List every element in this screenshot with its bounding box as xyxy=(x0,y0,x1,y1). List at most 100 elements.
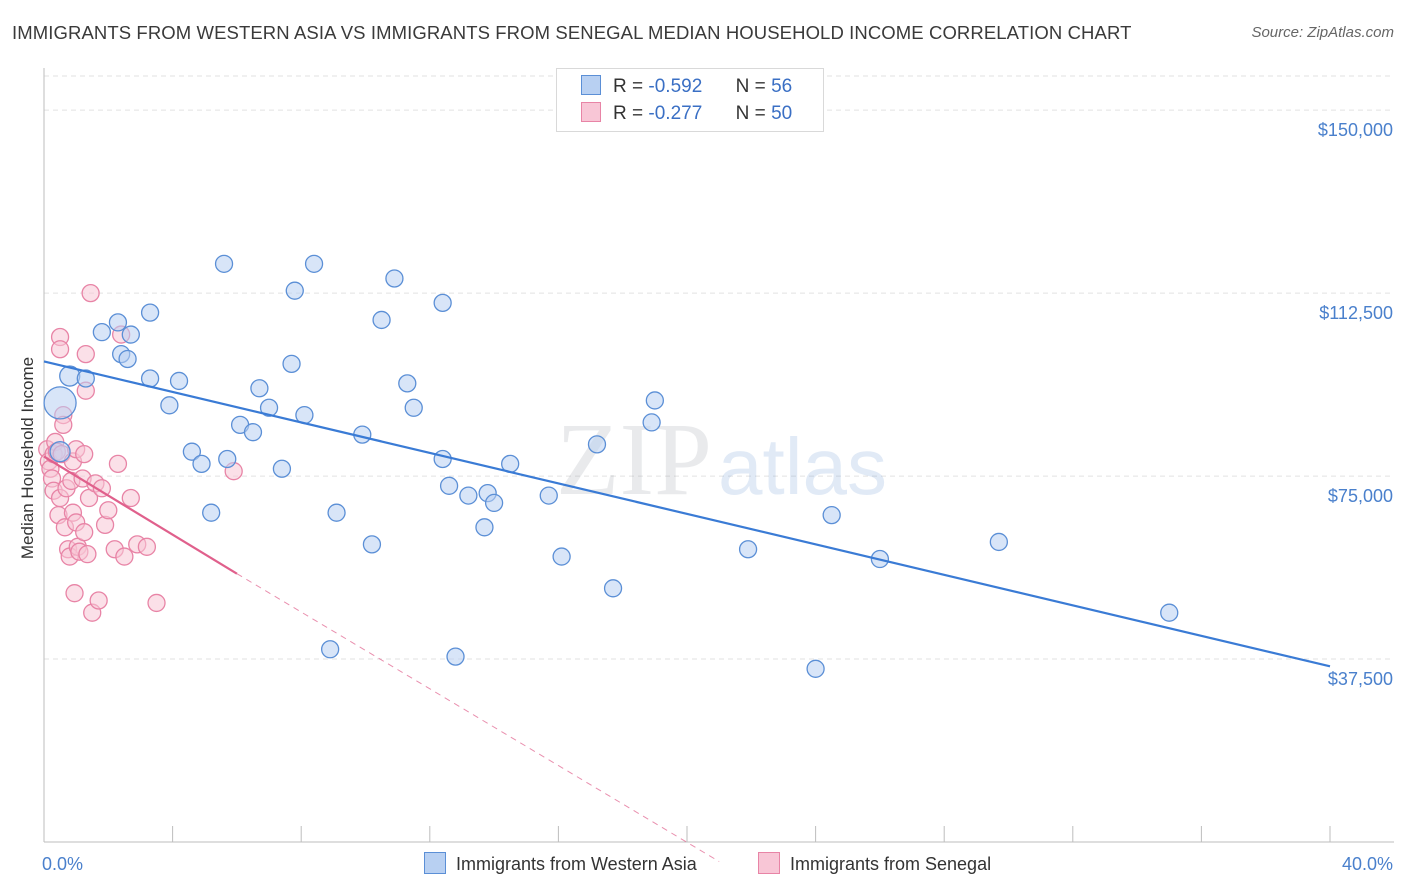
trend-lines xyxy=(43,360,1331,862)
legend-swatch-blue xyxy=(581,75,601,95)
series-western-asia-points xyxy=(43,254,1179,678)
legend-n-label: N = xyxy=(735,103,766,124)
western-asia-point-26 xyxy=(304,254,324,273)
western-asia-point-13 xyxy=(182,442,202,461)
western-asia-point-21 xyxy=(259,398,279,417)
trend-line-1 xyxy=(43,455,238,575)
western-asia-point-0 xyxy=(43,386,77,420)
western-asia-point-16 xyxy=(214,254,234,273)
western-asia-point-38 xyxy=(446,647,465,666)
grid-lines xyxy=(44,75,1394,660)
trend-line-extension-1 xyxy=(236,573,720,862)
western-asia-point-51 xyxy=(806,659,825,678)
trend-line-0 xyxy=(43,360,1331,668)
western-asia-point-54 xyxy=(989,532,1009,552)
western-asia-point-40 xyxy=(475,518,494,537)
senegal-point-34 xyxy=(81,283,100,303)
legend-r-label: R = xyxy=(613,76,644,97)
western-asia-point-49 xyxy=(645,391,664,410)
western-asia-point-11 xyxy=(160,396,179,415)
western-asia-point-52 xyxy=(822,505,841,525)
western-asia-point-9 xyxy=(140,303,160,322)
x-tick-label-0: 0.0% xyxy=(42,854,83,874)
y-axis-label: Median Household Income xyxy=(18,357,37,559)
western-asia-point-7 xyxy=(118,349,137,369)
western-asia-point-15 xyxy=(202,503,221,522)
western-asia-point-35 xyxy=(433,449,452,469)
correlation-legend: R = -0.592 N = 56 R = -0.277 N = 50 xyxy=(556,68,824,132)
bottom-legend-label-senegal: Immigrants from Senegal xyxy=(790,854,992,874)
western-asia-point-32 xyxy=(385,269,404,288)
western-asia-point-30 xyxy=(362,535,382,554)
y-tick-label-2: $112,500 xyxy=(1319,303,1393,323)
watermark-zip: ZIP xyxy=(556,402,712,517)
senegal-point-48 xyxy=(147,593,166,613)
western-asia-point-20 xyxy=(250,379,269,398)
legend-swatch-pink xyxy=(581,102,601,122)
western-asia-point-4 xyxy=(108,313,128,332)
western-asia-point-33 xyxy=(398,374,417,393)
western-asia-point-1 xyxy=(49,441,71,463)
western-asia-point-22 xyxy=(272,459,292,478)
senegal-point-37 xyxy=(89,591,108,610)
western-asia-point-39 xyxy=(459,486,478,505)
bottom-legend-label-western-asia: Immigrants from Western Asia xyxy=(456,854,697,874)
western-asia-point-27 xyxy=(320,640,340,659)
senegal-point-45 xyxy=(121,488,140,508)
series-senegal-points xyxy=(38,283,243,622)
bottom-legend-swatch-blue xyxy=(424,852,446,874)
western-asia-point-50 xyxy=(738,540,758,559)
y-tick-label-0: $37,500 xyxy=(1328,669,1393,689)
western-asia-point-17 xyxy=(218,449,237,469)
legend-r-label: R = xyxy=(613,103,644,124)
chart-title: IMMIGRANTS FROM WESTERN ASIA VS IMMIGRAN… xyxy=(12,22,1132,43)
senegal-point-38 xyxy=(92,479,112,498)
western-asia-point-24 xyxy=(285,281,304,300)
watermark: ZIP atlas xyxy=(556,402,887,517)
western-asia-point-19 xyxy=(243,423,263,442)
western-asia-point-28 xyxy=(327,503,346,522)
western-asia-point-45 xyxy=(552,547,571,566)
senegal-point-31 xyxy=(76,344,95,364)
legend-n-label: N = xyxy=(735,76,766,97)
legend-n-value: 50 xyxy=(771,103,793,124)
western-asia-point-36 xyxy=(433,293,452,313)
legend-r-value: -0.277 xyxy=(648,103,703,124)
western-asia-point-44 xyxy=(539,486,558,505)
source-label: Source: ZipAtlas.com xyxy=(1251,24,1394,41)
western-asia-point-42 xyxy=(484,493,504,513)
senegal-point-44 xyxy=(115,547,134,566)
legend-row-senegal: R = -0.277 N = 50 xyxy=(581,102,792,126)
senegal-point-47 xyxy=(137,537,157,556)
legend-row-western-asia: R = -0.592 N = 56 xyxy=(581,75,792,99)
senegal-point-22 xyxy=(65,584,84,603)
western-asia-point-48 xyxy=(642,413,661,432)
tick-labels: $37,500 $75,000 $112,500 $150,000 0.0% 40.0% xyxy=(42,120,1393,874)
western-asia-point-31 xyxy=(372,310,391,330)
western-asia-point-34 xyxy=(404,398,423,417)
senegal-point-32 xyxy=(78,544,97,564)
western-asia-point-46 xyxy=(587,435,607,454)
senegal-point-42 xyxy=(108,454,128,474)
western-asia-point-23 xyxy=(282,354,301,374)
watermark-atlas: atlas xyxy=(718,422,887,511)
western-asia-point-47 xyxy=(603,579,623,598)
legend-n-value: 56 xyxy=(771,76,793,97)
western-asia-point-37 xyxy=(439,476,459,495)
bottom-legend-swatch-pink xyxy=(758,852,780,874)
bottom-legend-senegal: Immigrants from Senegal xyxy=(758,852,991,876)
western-asia-point-8 xyxy=(121,325,140,344)
x-tick-label-1: 40.0% xyxy=(1342,854,1393,874)
western-asia-point-12 xyxy=(169,371,189,391)
senegal-point-11 xyxy=(50,340,70,359)
western-asia-point-14 xyxy=(192,454,211,474)
senegal-point-40 xyxy=(99,501,118,520)
legend-r-value: -0.592 xyxy=(648,76,703,97)
senegal-point-29 xyxy=(75,523,94,542)
western-asia-point-3 xyxy=(76,369,95,388)
bottom-legend-western-asia: Immigrants from Western Asia xyxy=(424,852,697,876)
y-tick-label-1: $75,000 xyxy=(1328,486,1393,506)
western-asia-point-55 xyxy=(1160,603,1179,622)
western-asia-point-5 xyxy=(92,322,112,342)
